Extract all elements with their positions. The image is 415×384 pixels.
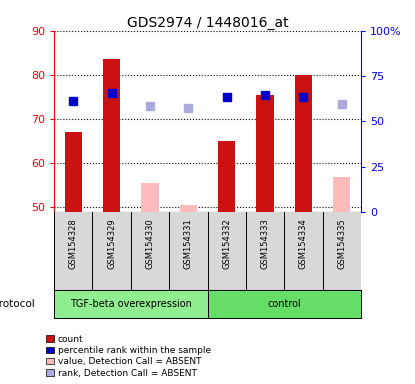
Bar xyxy=(256,95,274,212)
Text: GSM154331: GSM154331 xyxy=(184,218,193,269)
Text: protocol: protocol xyxy=(0,299,35,309)
Bar xyxy=(218,141,235,212)
Text: GSM154335: GSM154335 xyxy=(337,218,347,269)
Bar xyxy=(64,132,82,212)
Text: GSM154330: GSM154330 xyxy=(145,218,154,269)
Text: GSM154333: GSM154333 xyxy=(261,218,270,269)
Bar xyxy=(103,60,120,212)
Text: GSM154334: GSM154334 xyxy=(299,218,308,269)
Bar xyxy=(295,75,312,212)
Bar xyxy=(180,205,197,212)
Title: GDS2974 / 1448016_at: GDS2974 / 1448016_at xyxy=(127,16,288,30)
Bar xyxy=(54,290,208,318)
Bar xyxy=(333,177,351,212)
Legend: count, percentile rank within the sample, value, Detection Call = ABSENT, rank, : count, percentile rank within the sample… xyxy=(46,335,211,377)
Text: TGF-beta overexpression: TGF-beta overexpression xyxy=(70,299,192,309)
Text: control: control xyxy=(267,299,301,309)
Text: GSM154328: GSM154328 xyxy=(68,218,78,269)
Text: GSM154329: GSM154329 xyxy=(107,218,116,269)
Bar xyxy=(208,290,361,318)
Bar xyxy=(141,183,159,212)
Text: GSM154332: GSM154332 xyxy=(222,218,231,269)
